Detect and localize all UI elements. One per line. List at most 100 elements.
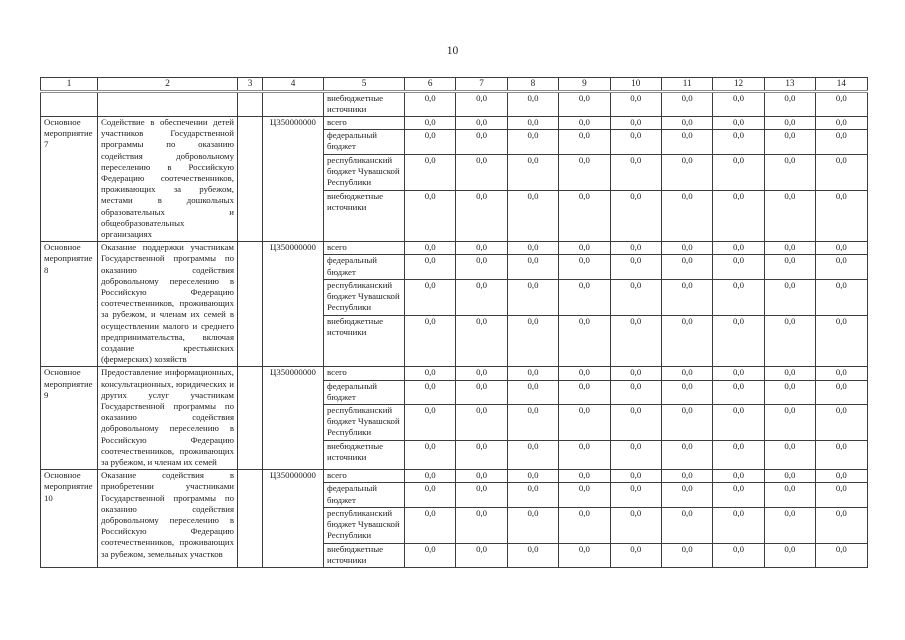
value-cell: 0,0 xyxy=(403,189,457,243)
funding-source-cell: республиканский бюджет Чувашской Республ… xyxy=(323,506,405,544)
column-number-header: 7 xyxy=(455,77,508,93)
empty-cell xyxy=(262,90,324,117)
value-cell: 0,0 xyxy=(506,153,560,191)
value-cell: 0,0 xyxy=(712,278,765,316)
funding-row: внебюджетные источники 0,0 0,0 0,0 0,0 0,0 0,0… xyxy=(41,314,868,368)
value-cell: 0,0 xyxy=(403,506,457,544)
value-cell: 0,0 xyxy=(763,379,817,405)
value-cell: 0,0 xyxy=(558,189,611,243)
value-cell: 0,0 xyxy=(712,439,765,471)
value-cell: 0,0 xyxy=(403,403,457,441)
funding-source-cell: федеральный бюджет xyxy=(323,129,405,155)
value-cell: 0,0 xyxy=(558,90,611,117)
value-cell: 0,0 xyxy=(609,129,662,155)
value-cell: 0,0 xyxy=(712,469,765,484)
value-cell: 0,0 xyxy=(455,314,508,368)
value-cell: 0,0 xyxy=(660,115,714,131)
description-cell: Предоставление информационных, консульта… xyxy=(97,366,238,471)
value-cell: 0,0 xyxy=(609,403,662,441)
funding-row: Основное мероприятие 10 Оказание содейств… xyxy=(40,469,868,569)
value-cell: 0,0 xyxy=(455,153,508,191)
value-cell: 0,0 xyxy=(455,506,508,544)
value-cell: 0,0 xyxy=(660,439,714,471)
value-cell: 0,0 xyxy=(506,469,560,484)
value-cell: 0,0 xyxy=(403,129,457,155)
funding-source-cell: внебюджетные источники xyxy=(323,189,405,243)
value-cell: 0,0 xyxy=(609,90,662,117)
funding-source-cell: всего xyxy=(323,241,405,256)
table-head: 1 2 3 4 5 6 7 8 9 10 11 12 13 14 xyxy=(40,77,868,93)
value-cell: 0,0 xyxy=(609,314,662,368)
value-cell: 0,0 xyxy=(558,482,611,508)
value-cell: 0,0 xyxy=(815,439,868,471)
value-cell: 0,0 xyxy=(660,542,714,569)
value-cell: 0,0 xyxy=(815,129,868,155)
table-body: внебюджетные источники 0,0 0,0 0,0 0,0 0,0 0,0… xyxy=(40,90,868,569)
empty-cell xyxy=(40,90,98,117)
value-cell: 0,0 xyxy=(403,314,457,368)
value-cell: 0,0 xyxy=(455,254,508,280)
value-cell: 0,0 xyxy=(763,403,817,441)
value-cell: 0,0 xyxy=(609,366,662,381)
value-cell: 0,0 xyxy=(763,366,817,381)
value-cell: 0,0 xyxy=(609,278,662,316)
value-cell: 0,0 xyxy=(712,189,765,243)
value-cell: 0,0 xyxy=(403,469,457,484)
description-cell: Оказание содействия в приобретении участ… xyxy=(97,469,238,569)
value-cell: 0,0 xyxy=(660,241,714,256)
column-number-header: 2 xyxy=(97,77,238,93)
funding-row: федеральный бюджет 0,0 0,0 0,0 0,0 0,0 0,0 0,0 0… xyxy=(41,379,868,405)
value-cell: 0,0 xyxy=(763,278,817,316)
description-cell: Оказание поддержки участникам Государств… xyxy=(97,241,238,368)
value-cell: 0,0 xyxy=(815,189,868,243)
value-cell: 0,0 xyxy=(558,439,611,471)
funding-source-cell: федеральный бюджет xyxy=(323,254,405,280)
value-cell: 0,0 xyxy=(763,542,817,569)
value-cell: 0,0 xyxy=(763,482,817,508)
empty-cell xyxy=(237,366,263,471)
value-cell: 0,0 xyxy=(558,314,611,368)
value-cell: 0,0 xyxy=(403,254,457,280)
value-cell: 0,0 xyxy=(558,542,611,569)
value-cell: 0,0 xyxy=(506,506,560,544)
value-cell: 0,0 xyxy=(660,506,714,544)
value-cell: 0,0 xyxy=(660,314,714,368)
value-cell: 0,0 xyxy=(712,366,765,381)
column-number-header: 9 xyxy=(558,77,611,93)
value-cell: 0,0 xyxy=(815,278,868,316)
funding-row: республиканский бюджет Чувашской Республ… xyxy=(41,403,868,441)
value-cell: 0,0 xyxy=(455,241,508,256)
funding-row: федеральный бюджет 0,0 0,0 0,0 0,0 0,0 0,0 0,0 0… xyxy=(41,254,868,280)
funding-row: внебюджетные источники 0,0 0,0 0,0 0,0 0,0 0,0… xyxy=(41,189,868,243)
value-cell: 0,0 xyxy=(609,506,662,544)
value-cell: 0,0 xyxy=(558,469,611,484)
value-cell: 0,0 xyxy=(660,153,714,191)
value-cell: 0,0 xyxy=(609,469,662,484)
value-cell: 0,0 xyxy=(815,254,868,280)
value-cell: 0,0 xyxy=(506,379,560,405)
value-cell: 0,0 xyxy=(763,90,817,117)
funding-source-cell: всего xyxy=(323,469,405,484)
empty-cell xyxy=(237,241,263,368)
funding-source-cell: федеральный бюджет xyxy=(323,482,405,508)
column-number-header: 4 xyxy=(262,77,324,93)
value-cell: 0,0 xyxy=(660,278,714,316)
value-cell: 0,0 xyxy=(403,482,457,508)
funding-source-cell: федеральный бюджет xyxy=(323,379,405,405)
value-cell: 0,0 xyxy=(558,379,611,405)
value-cell: 0,0 xyxy=(660,254,714,280)
value-cell: 0,0 xyxy=(506,129,560,155)
value-cell: 0,0 xyxy=(660,482,714,508)
value-cell: 0,0 xyxy=(815,469,868,484)
value-cell: 0,0 xyxy=(506,542,560,569)
value-cell: 0,0 xyxy=(660,189,714,243)
value-cell: 0,0 xyxy=(763,439,817,471)
value-cell: 0,0 xyxy=(763,469,817,484)
value-cell: 0,0 xyxy=(609,115,662,131)
value-cell: 0,0 xyxy=(455,482,508,508)
column-number-header: 3 xyxy=(237,77,263,93)
code-cell: Ц350000000 xyxy=(262,115,324,243)
activity-cell: Основное мероприятие 10 xyxy=(40,469,98,569)
value-cell: 0,0 xyxy=(455,129,508,155)
